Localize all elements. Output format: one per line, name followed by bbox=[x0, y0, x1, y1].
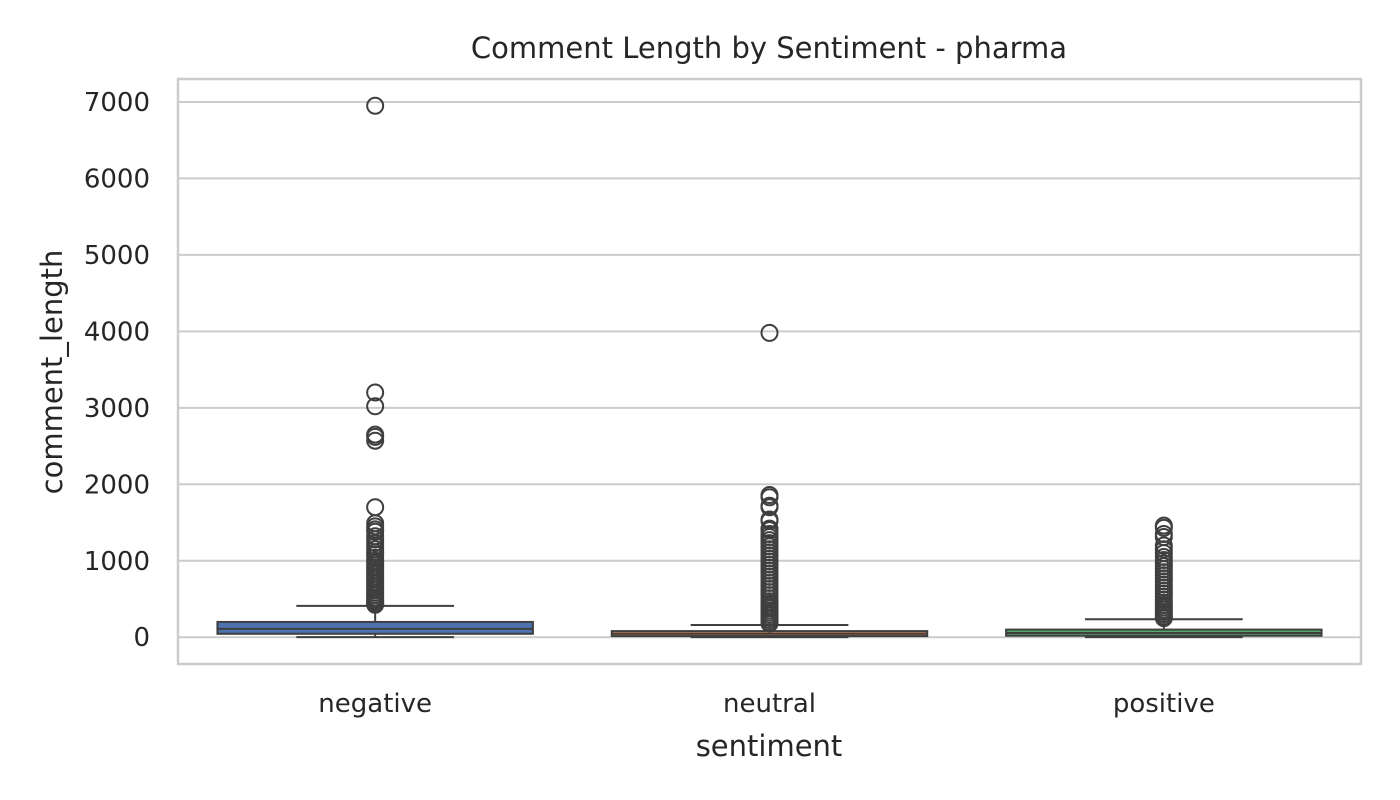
outlier-negative-0 bbox=[366, 96, 385, 115]
x-tick-label-negative: negative bbox=[318, 689, 432, 719]
x-axis-label: sentiment bbox=[696, 729, 843, 763]
box-negative bbox=[216, 96, 534, 639]
y-tick-label-4000: 4000 bbox=[84, 317, 150, 347]
outlier-neutral-4 bbox=[760, 498, 779, 517]
outlier-neutral-0 bbox=[760, 323, 779, 342]
y-tick-label-6000: 6000 bbox=[84, 164, 150, 194]
x-tick-label-positive: positive bbox=[1113, 689, 1215, 719]
chart-title: Comment Length by Sentiment - pharma bbox=[471, 31, 1067, 65]
outlier-negative-5 bbox=[366, 431, 385, 450]
y-tick-label-0: 0 bbox=[133, 623, 150, 653]
y-tick-label-2000: 2000 bbox=[84, 470, 150, 500]
outlier-positive-29 bbox=[1154, 609, 1173, 628]
y-tick-label-1000: 1000 bbox=[84, 547, 150, 577]
box-positive bbox=[1005, 516, 1323, 639]
y-tick-label-5000: 5000 bbox=[84, 241, 150, 271]
outlier-negative-2 bbox=[366, 397, 385, 416]
x-tick-label-neutral: neutral bbox=[723, 689, 816, 719]
plot-frame bbox=[176, 77, 1363, 666]
box-neutral bbox=[610, 323, 929, 639]
outlier-negative-10 bbox=[366, 522, 385, 541]
outlier-negative-40 bbox=[366, 595, 385, 614]
outlier-positive-1 bbox=[1154, 518, 1173, 537]
outlier-negative-6 bbox=[366, 498, 385, 517]
y-tick-label-7000: 7000 bbox=[84, 88, 150, 118]
y-axis-label: comment_length bbox=[35, 250, 69, 495]
outlier-negative-1 bbox=[366, 383, 385, 402]
outlier-neutral-41 bbox=[760, 614, 779, 633]
outlier-neutral-2 bbox=[760, 488, 779, 507]
y-tick-label-3000: 3000 bbox=[84, 394, 150, 424]
